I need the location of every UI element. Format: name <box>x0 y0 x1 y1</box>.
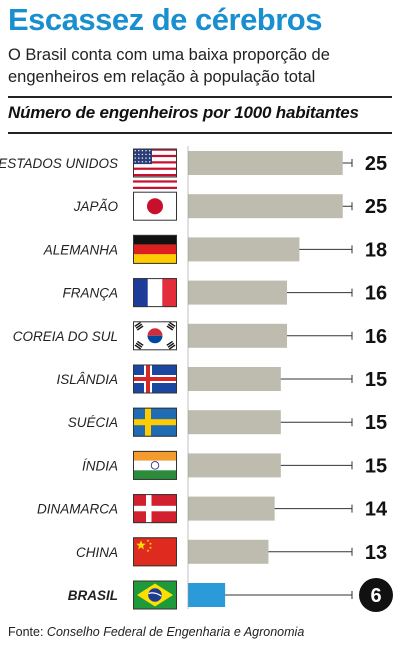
bar-suecia <box>188 410 281 435</box>
bar-islandia <box>188 367 281 391</box>
category-label-dinamarca: DINAMARCA <box>37 502 118 517</box>
bar-japao <box>188 194 343 219</box>
category-label-islandia: ISLÂNDIA <box>56 372 118 387</box>
france-flag-icon <box>133 278 177 308</box>
iceland-flag-icon <box>133 364 177 394</box>
top-rule <box>8 96 392 98</box>
bar-china <box>188 539 269 564</box>
value-label-franca: 16 <box>365 283 387 305</box>
category-label-alemanha: ALEMANHA <box>43 242 118 257</box>
chart-heading: Número de engenheiros por 1000 habitante… <box>8 103 359 122</box>
category-label-china: CHINA <box>76 545 118 560</box>
value-label-suecia: 15 <box>365 412 387 434</box>
value-label-japao: 25 <box>365 196 387 218</box>
bar-chart: ESTADOS UNIDOS 25 JAPÃO 25 ALEMANHA 18 FRANÇA 1… <box>0 146 393 612</box>
source-note: Fonte: Conselho Federal de Engenharia e … <box>8 625 304 639</box>
us-flag-icon <box>133 148 177 189</box>
bar-estados-unidos <box>188 151 343 175</box>
china-flag-icon <box>133 537 177 567</box>
india-flag-icon <box>133 450 177 480</box>
value-label-estados-unidos: 25 <box>365 153 387 175</box>
heading-rule <box>8 132 392 134</box>
category-label-coreia-do-sul: COREIA DO SUL <box>13 329 118 344</box>
source-text: Conselho Federal de Engenharia e Agronom… <box>46 625 305 639</box>
sweden-flag-icon <box>133 407 177 437</box>
value-label-china: 13 <box>365 542 387 564</box>
category-label-japao: JAPÃO <box>73 199 119 214</box>
value-badge-brasil <box>359 578 393 612</box>
bar-brasil <box>188 583 226 607</box>
category-label-brasil: BRASIL <box>68 588 118 603</box>
japan-flag-icon <box>133 191 177 221</box>
bar-alemanha <box>188 237 300 262</box>
bar-franca <box>188 280 288 305</box>
value-label-dinamarca: 14 <box>365 499 388 521</box>
value-label-india: 15 <box>365 455 387 477</box>
value-label-alemanha: 18 <box>365 239 387 261</box>
chart-subtitle: O Brasil conta com uma baixa proporção d… <box>8 46 330 86</box>
category-label-india: ÍNDIA <box>82 458 118 473</box>
value-label-islandia: 15 <box>365 369 387 391</box>
category-label-estados-unidos: ESTADOS UNIDOS <box>0 156 118 171</box>
germany-flag-icon <box>133 234 177 264</box>
brazil-flag-icon <box>133 580 177 610</box>
chart-title: Escassez de cérebros <box>8 2 323 37</box>
south-korea-flag-icon <box>133 321 177 351</box>
bar-coreia-do-sul <box>188 323 288 348</box>
value-label-coreia-do-sul: 16 <box>365 326 387 348</box>
category-label-suecia: SUÉCIA <box>68 415 118 430</box>
bar-dinamarca <box>188 496 275 521</box>
bar-india <box>188 453 281 478</box>
value-label-brasil: 6 <box>370 585 381 607</box>
source-label: Fonte: <box>8 625 44 639</box>
denmark-flag-icon <box>133 494 177 524</box>
category-label-franca: FRANÇA <box>62 286 118 301</box>
